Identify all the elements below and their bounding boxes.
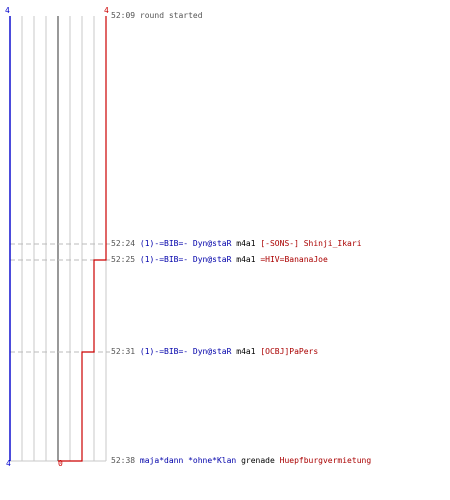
victim-name: [OCBJ]PaPers bbox=[260, 347, 319, 356]
weapon-name: m4a1 bbox=[236, 239, 256, 248]
event-text: round started bbox=[139, 11, 203, 20]
blue-end-label: 4 bbox=[6, 459, 11, 468]
killer-name: maja*dann *ohne*Klan bbox=[139, 456, 237, 465]
red-team-line bbox=[58, 16, 107, 462]
red-end-label: 0 bbox=[58, 459, 63, 468]
victim-name: =HIV=BananaJoe bbox=[260, 255, 328, 264]
kill-event: 52:24 (1)-=BIB=- Dyn@staR m4a1 [-SONS-] … bbox=[111, 239, 362, 249]
event-time: 52:24 bbox=[111, 239, 136, 248]
killer-name: (1)-=BIB=- Dyn@staR bbox=[139, 255, 232, 264]
kill-event: 52:31 (1)-=BIB=- Dyn@staR m4a1 [OCBJ]PaP… bbox=[111, 347, 318, 357]
event-time: 52:25 bbox=[111, 255, 136, 264]
killer-name: (1)-=BIB=- Dyn@staR bbox=[139, 347, 232, 356]
event-time: 52:31 bbox=[111, 347, 136, 356]
kill-event: 52:38 maja*dann *ohne*Klan grenade Huepf… bbox=[111, 456, 371, 466]
event-time: 52:09 bbox=[111, 11, 136, 20]
weapon-name: grenade bbox=[241, 456, 275, 465]
event-time: 52:38 bbox=[111, 456, 136, 465]
blue-start-label: 4 bbox=[5, 6, 10, 15]
round-start-event: 52:09 round started bbox=[111, 11, 203, 21]
killer-name: (1)-=BIB=- Dyn@staR bbox=[139, 239, 232, 248]
red-start-label: 4 bbox=[104, 6, 109, 15]
weapon-name: m4a1 bbox=[236, 347, 256, 356]
victim-name: Huepfburgvermietung bbox=[279, 456, 372, 465]
weapon-name: m4a1 bbox=[236, 255, 256, 264]
kill-event: 52:25 (1)-=BIB=- Dyn@staR m4a1 =HIV=Bana… bbox=[111, 255, 328, 265]
victim-name: [-SONS-] Shinji_Ikari bbox=[260, 239, 362, 248]
